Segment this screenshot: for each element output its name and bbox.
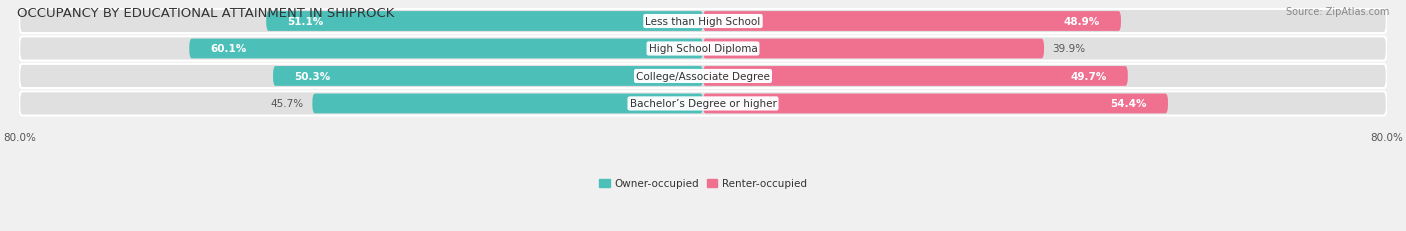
FancyBboxPatch shape — [20, 37, 1386, 61]
Text: 45.7%: 45.7% — [271, 99, 304, 109]
FancyBboxPatch shape — [273, 67, 703, 86]
FancyBboxPatch shape — [266, 12, 703, 32]
Text: Bachelor’s Degree or higher: Bachelor’s Degree or higher — [630, 99, 776, 109]
Text: 54.4%: 54.4% — [1111, 99, 1147, 109]
FancyBboxPatch shape — [703, 12, 1121, 32]
FancyBboxPatch shape — [190, 40, 703, 59]
FancyBboxPatch shape — [20, 10, 1386, 34]
Text: 51.1%: 51.1% — [288, 17, 323, 27]
Text: 50.3%: 50.3% — [294, 72, 330, 82]
FancyBboxPatch shape — [312, 94, 703, 114]
FancyBboxPatch shape — [703, 94, 1168, 114]
Text: Less than High School: Less than High School — [645, 17, 761, 27]
Text: 49.7%: 49.7% — [1070, 72, 1107, 82]
Text: High School Diploma: High School Diploma — [648, 44, 758, 54]
Text: College/Associate Degree: College/Associate Degree — [636, 72, 770, 82]
Text: Source: ZipAtlas.com: Source: ZipAtlas.com — [1285, 7, 1389, 17]
FancyBboxPatch shape — [20, 65, 1386, 89]
FancyBboxPatch shape — [20, 92, 1386, 116]
Text: OCCUPANCY BY EDUCATIONAL ATTAINMENT IN SHIPROCK: OCCUPANCY BY EDUCATIONAL ATTAINMENT IN S… — [17, 7, 394, 20]
FancyBboxPatch shape — [703, 40, 1045, 59]
Text: 60.1%: 60.1% — [211, 44, 247, 54]
FancyBboxPatch shape — [703, 67, 1128, 86]
Text: 48.9%: 48.9% — [1063, 17, 1099, 27]
Text: 39.9%: 39.9% — [1053, 44, 1085, 54]
Legend: Owner-occupied, Renter-occupied: Owner-occupied, Renter-occupied — [595, 174, 811, 193]
